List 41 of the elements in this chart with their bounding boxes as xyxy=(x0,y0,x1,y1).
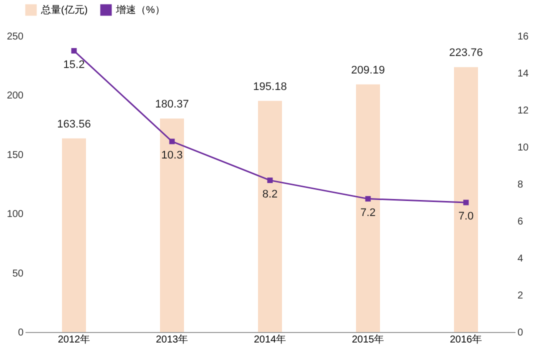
legend-label: 总量(亿元) xyxy=(40,4,88,16)
y-tick-label: 0 xyxy=(18,328,24,338)
y-tick-label: 250 xyxy=(6,32,24,42)
x-tick-label: 2013年 xyxy=(156,334,188,346)
y2-tick-label: 16 xyxy=(518,32,530,42)
bar xyxy=(160,118,184,332)
bar xyxy=(356,84,380,332)
data-label: 180.37 xyxy=(155,98,189,110)
y2-tick-label: 12 xyxy=(518,106,530,116)
point xyxy=(169,138,175,144)
point xyxy=(365,196,371,202)
point xyxy=(267,178,273,184)
y2-tick-label: 6 xyxy=(518,216,524,228)
y2-tick-label: 4 xyxy=(518,254,524,264)
y-tick-label: 100 xyxy=(6,209,24,220)
data-label: 15.2 xyxy=(63,58,85,71)
x-tick-label: 2012年 xyxy=(58,334,90,346)
legend-label: 增速（%） xyxy=(115,4,165,16)
y2-tick-label: 14 xyxy=(518,68,530,80)
bar xyxy=(258,100,282,332)
y2-tick-label: 10 xyxy=(518,142,530,154)
data-label: 10.3 xyxy=(161,149,183,162)
y-tick-label: 200 xyxy=(6,90,24,102)
bar xyxy=(454,67,478,332)
data-label: 7.2 xyxy=(360,206,376,219)
x-tick-label: 2014年 xyxy=(254,334,286,346)
data-label: 195.18 xyxy=(253,80,287,93)
bar xyxy=(62,138,86,332)
data-label: 8.2 xyxy=(262,188,278,200)
y-tick-label: 50 xyxy=(12,268,24,280)
y2-tick-label: 2 xyxy=(518,290,524,302)
data-label: 7.0 xyxy=(458,210,474,222)
y2-tick-label: 0 xyxy=(518,328,524,338)
data-label: 163.56 xyxy=(57,118,91,130)
y2-tick-label: 8 xyxy=(518,180,524,190)
data-label: 223.76 xyxy=(449,47,483,60)
y-tick-label: 150 xyxy=(6,150,24,161)
data-label: 209.19 xyxy=(351,64,385,76)
x-tick-label: 2015年 xyxy=(352,334,384,346)
x-tick-label: 2016年 xyxy=(450,334,482,346)
point xyxy=(71,48,77,54)
